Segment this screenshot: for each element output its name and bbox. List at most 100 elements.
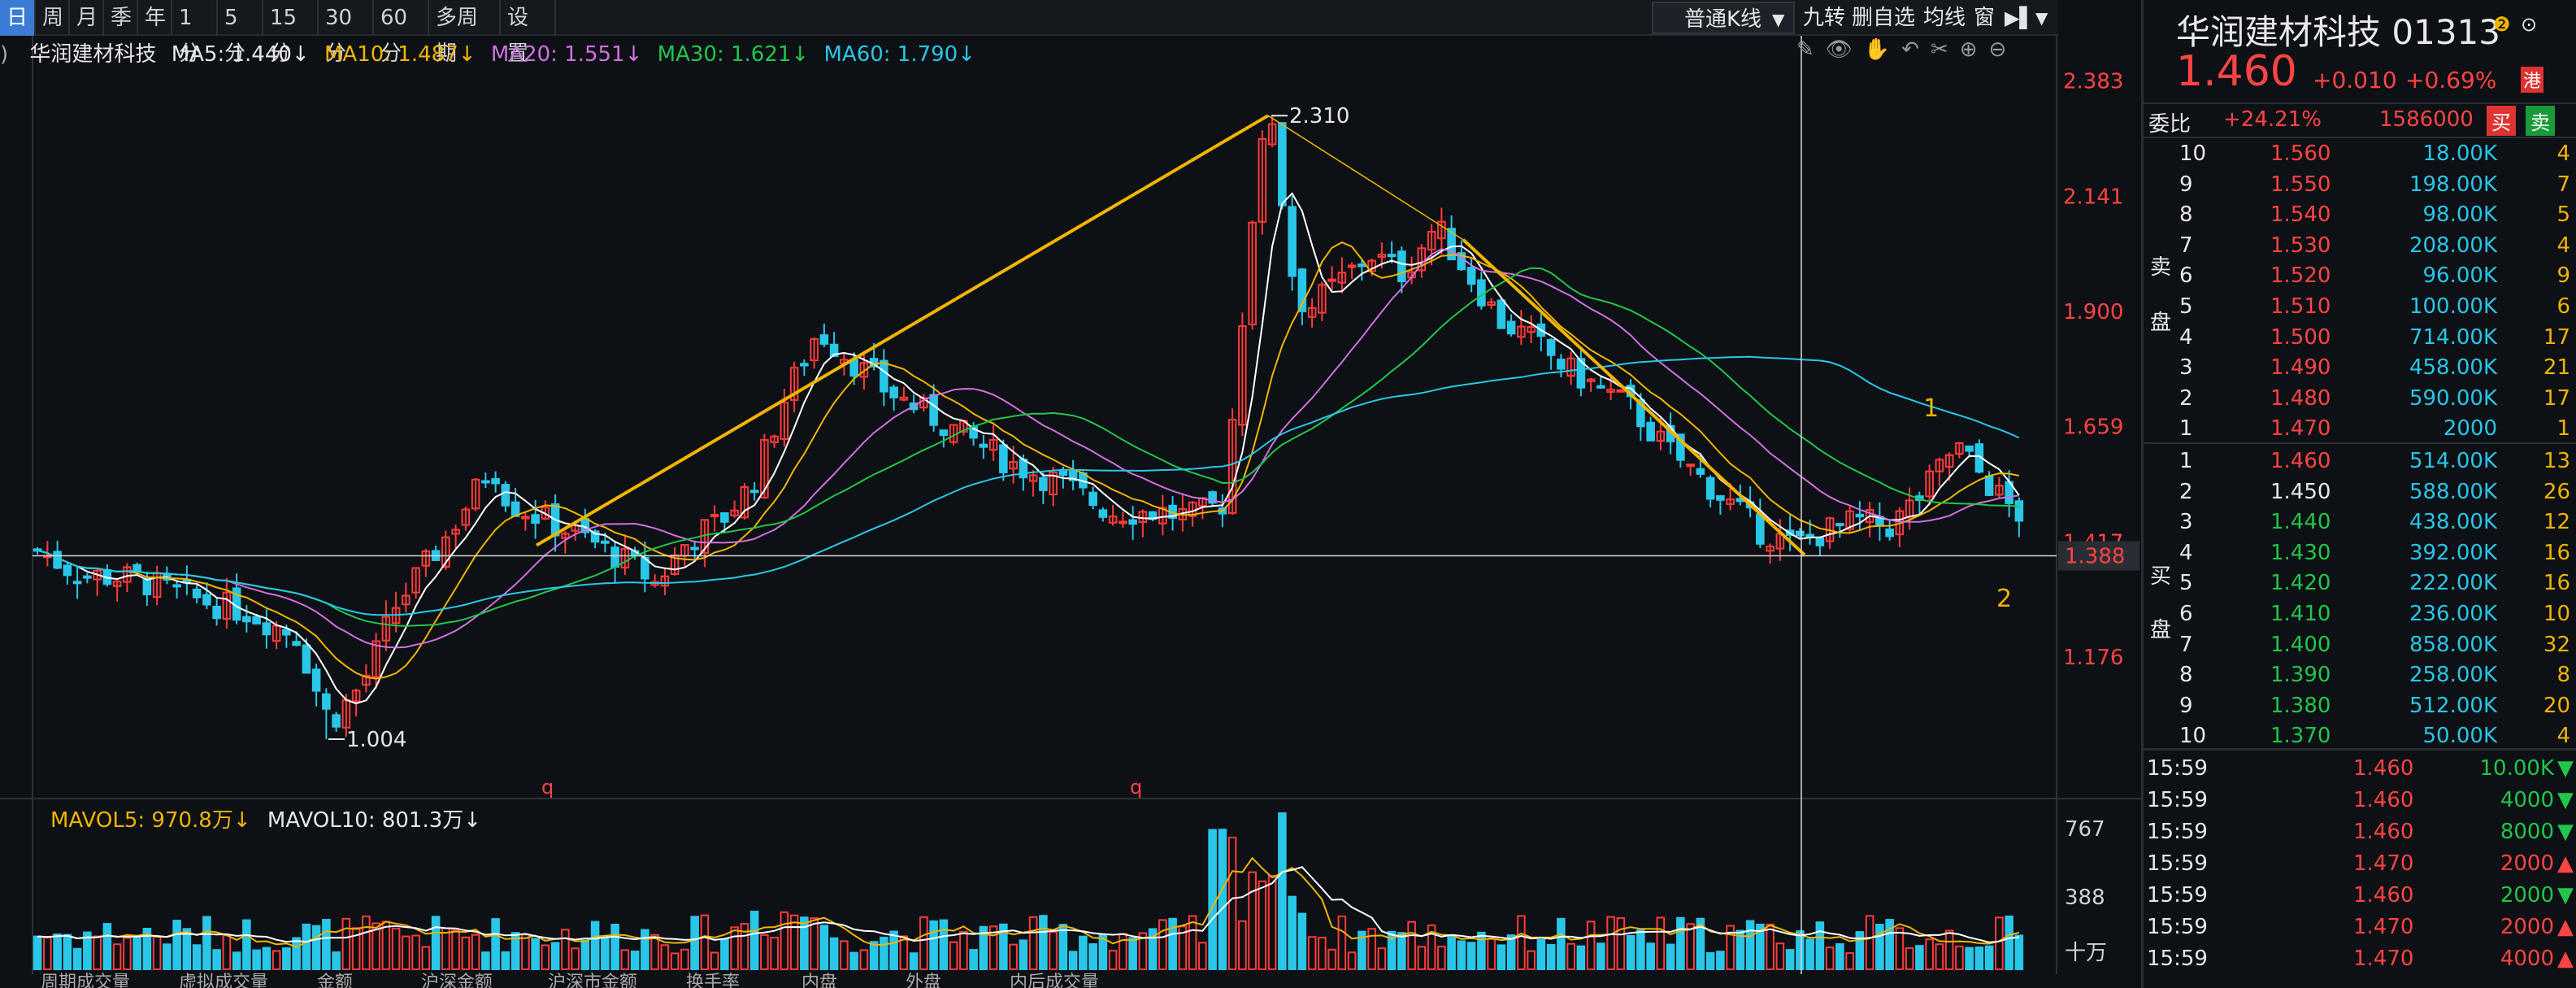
arrow-down-icon: ▼	[2557, 883, 2574, 907]
trend-line-up[interactable]	[535, 114, 1270, 547]
candle-body	[1527, 326, 1536, 333]
play-icon[interactable]: ▶▌	[2005, 7, 2035, 29]
volume-bar	[1437, 946, 1446, 971]
volume-bar	[362, 915, 371, 970]
bid-volume: 512.00K	[2409, 693, 2497, 718]
bottom-tab[interactable]: 周期成交量	[41, 973, 131, 988]
volume-bar	[481, 951, 490, 970]
kline-type-select[interactable]: 普通K线 ▼	[1652, 2, 1795, 34]
bid-volume: 236.00K	[2409, 602, 2497, 626]
candle-body	[770, 435, 779, 444]
period-tab[interactable]: 日	[0, 0, 36, 36]
volume-bar	[491, 918, 500, 971]
menu-chevron-icon[interactable]: ▼	[2035, 8, 2048, 28]
trend-line-down[interactable]	[1462, 238, 1806, 556]
candle-body	[471, 478, 480, 510]
bottom-tab[interactable]: 金额	[317, 973, 354, 988]
tick-price: 1.460	[2353, 883, 2414, 907]
buy-button[interactable]: 买	[2487, 106, 2516, 136]
candle-body	[1347, 264, 1357, 268]
candle-body	[292, 641, 301, 646]
bid-level: 1	[2179, 449, 2193, 473]
volume-bar	[1536, 938, 1546, 971]
candle-body	[1039, 477, 1048, 491]
candle-body	[810, 338, 819, 362]
remove-watchlist-button[interactable]: 删自选	[1852, 6, 1916, 30]
bid-row: 1 1.460 514.00K 13	[2144, 446, 2576, 477]
candle-body	[302, 644, 311, 674]
candle-body	[83, 575, 92, 579]
bottom-tab[interactable]: 内盘	[801, 973, 838, 988]
arrow-down-icon: ▼	[2557, 820, 2574, 844]
volume-bar	[1915, 945, 1924, 971]
volume-bar	[1965, 947, 1974, 970]
volume-bar	[1058, 924, 1068, 971]
bottom-tab[interactable]: 外盘	[906, 973, 942, 988]
candle-body	[1068, 470, 1078, 481]
volume-bar	[1208, 829, 1217, 970]
period-tab[interactable]: 周	[36, 0, 70, 36]
notification-badge-icon[interactable]: ❷	[2493, 13, 2511, 36]
arrow-up-icon: ▲	[2557, 915, 2574, 939]
volume-axis-label: 十万	[2065, 941, 2107, 965]
volume-bar	[1815, 921, 1825, 971]
bottom-tab[interactable]: 沪深市金额	[548, 973, 638, 988]
period-tab[interactable]: 设置	[501, 0, 556, 66]
ask-count: 4	[2556, 141, 2570, 166]
volume-bar	[1138, 932, 1148, 970]
period-tab[interactable]: 15分	[263, 0, 319, 66]
volume-bar	[1088, 943, 1097, 970]
ma10-line	[37, 241, 2020, 680]
buy-side-label-1: 买	[2150, 564, 2172, 589]
volume-bar	[1307, 936, 1317, 971]
bottom-tab[interactable]: 沪深金额	[421, 973, 493, 988]
period-toolbar: 日周月季年 1分 5分 15分 30分 60分 多周期 设置 普通K线 ▼ 九转 删自选 均线…	[0, 0, 2058, 66]
volume-bar	[1417, 946, 1427, 970]
volume-bar	[341, 917, 351, 971]
tick-price: 1.470	[2353, 851, 2414, 876]
volume-bar	[869, 941, 879, 970]
period-tab[interactable]: 1分	[172, 0, 218, 66]
candle-body	[1656, 430, 1666, 442]
volume-bar	[1009, 943, 1018, 970]
candle-body	[789, 367, 799, 401]
bottom-tab[interactable]: 内后成交量	[1010, 973, 1100, 988]
volume-bar	[1447, 934, 1456, 970]
candle-body	[1238, 325, 1247, 426]
hk-badge: 港	[2521, 67, 2544, 93]
bottom-tab[interactable]: 换手率	[686, 973, 741, 988]
period-tab[interactable]: 60分	[374, 0, 429, 66]
candle-body	[1098, 509, 1108, 518]
more-icon[interactable]: ⊙	[2521, 13, 2538, 36]
period-tab[interactable]: 月	[70, 0, 104, 36]
tick-price: 1.460	[2353, 756, 2414, 781]
window-button[interactable]: 窗	[1974, 6, 1996, 30]
ma-button[interactable]: 均线	[1923, 6, 1966, 30]
chart-tool-icons[interactable]: ✎👁✋↶✂⊕⊖	[1796, 37, 2018, 62]
candle-body	[441, 536, 450, 568]
jiuzhuan-button[interactable]: 九转	[1803, 6, 1846, 30]
bid-level: 8	[2179, 663, 2193, 688]
period-tab[interactable]: 季	[104, 0, 138, 36]
ask-level: 1	[2179, 416, 2193, 442]
legend-ma60: MA60: 1.790	[823, 42, 958, 67]
period-tab[interactable]: 30分	[319, 0, 374, 66]
volume-bar	[919, 916, 928, 970]
candle-body	[1984, 475, 1994, 496]
candle-body	[371, 640, 380, 678]
volume-bar	[829, 937, 839, 971]
period-tab[interactable]: 多周期	[429, 0, 501, 66]
candle-body	[1158, 507, 1167, 524]
bottom-tab[interactable]: 虚拟成交量	[179, 973, 269, 988]
volume-bar	[840, 940, 849, 971]
period-tab[interactable]: 5分	[218, 0, 263, 66]
ask-price: 1.500	[2270, 324, 2331, 350]
arrow-up-icon: ▲	[2557, 947, 2574, 971]
sell-button[interactable]: 卖	[2526, 106, 2555, 136]
tick-price: 1.460	[2353, 820, 2414, 844]
q-marker: q	[541, 776, 554, 799]
ask-volume: 18.00K	[2422, 141, 2497, 166]
candle-body	[1855, 513, 1865, 518]
period-tab[interactable]: 年	[138, 0, 172, 36]
